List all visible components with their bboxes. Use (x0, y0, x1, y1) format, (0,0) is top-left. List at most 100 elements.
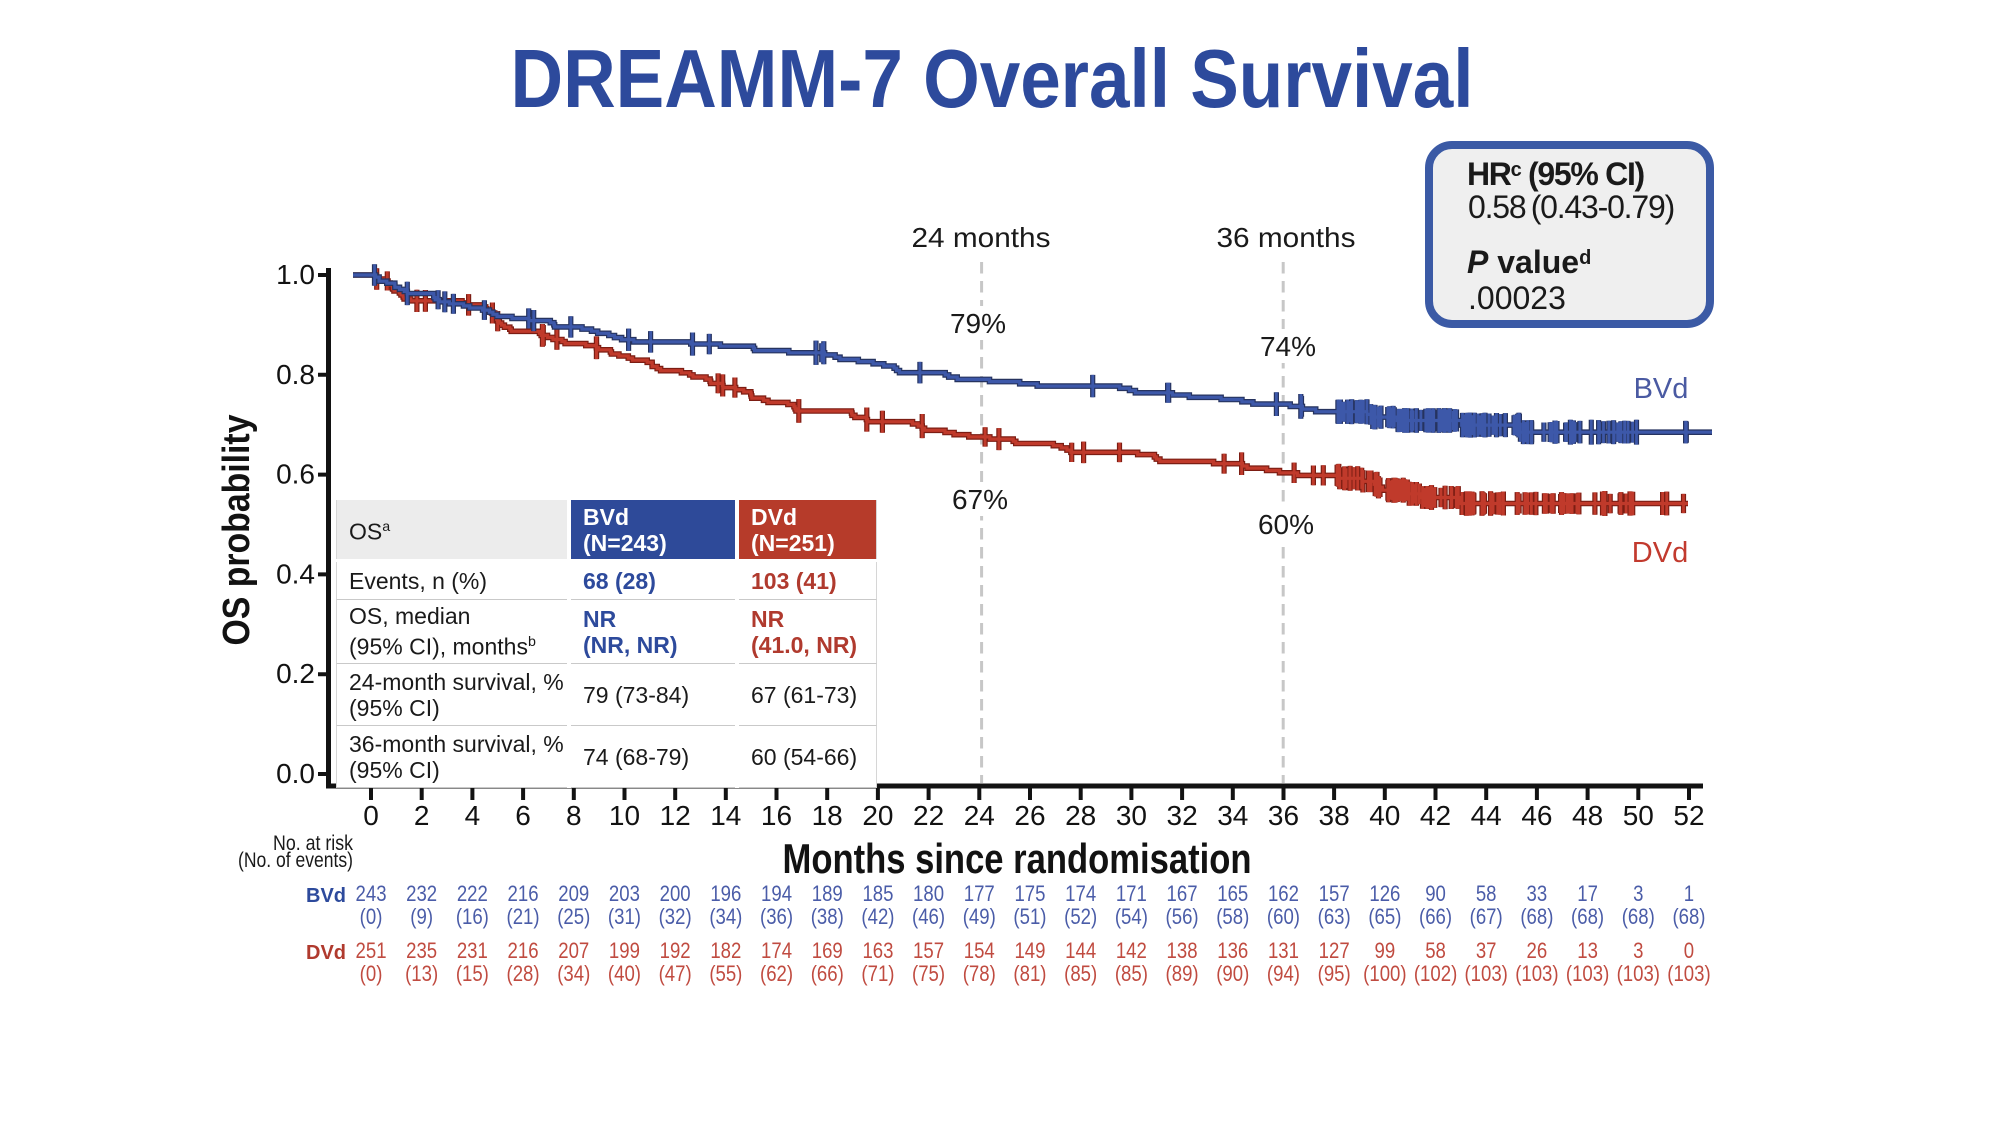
svg-text:79%: 79% (950, 308, 1006, 339)
svg-text:(65): (65) (1368, 906, 1401, 930)
svg-text:99: 99 (1375, 940, 1396, 964)
svg-text:12: 12 (660, 800, 691, 831)
svg-text:(94): (94) (1267, 963, 1300, 987)
svg-text:162: 162 (1268, 883, 1299, 907)
svg-text:26: 26 (1014, 800, 1045, 831)
svg-text:90: 90 (1425, 883, 1446, 907)
svg-text:(95): (95) (1318, 963, 1351, 987)
svg-text:(81): (81) (1013, 963, 1046, 987)
svg-text:(66): (66) (1419, 906, 1452, 930)
svg-text:(103): (103) (1515, 963, 1558, 987)
svg-text:No. at risk: No. at risk (273, 832, 353, 855)
svg-text:243: 243 (356, 883, 387, 907)
svg-text:3: 3 (1633, 883, 1643, 907)
svg-text:28: 28 (1065, 800, 1096, 831)
svg-text:0: 0 (1684, 940, 1694, 964)
svg-text:24: 24 (964, 800, 995, 831)
svg-text:(52): (52) (1064, 906, 1097, 930)
svg-text:2: 2 (414, 800, 430, 831)
svg-text:144: 144 (1065, 940, 1096, 964)
svg-text:HRc (95% CI): HRc (95% CI) (1467, 156, 1645, 192)
svg-text:222: 222 (457, 883, 488, 907)
svg-text:BVd: BVd (306, 885, 346, 907)
svg-text:142: 142 (1116, 940, 1147, 964)
svg-text:(100): (100) (1363, 963, 1406, 987)
svg-text:24 months: 24 months (912, 222, 1051, 253)
svg-text:(102): (102) (1414, 963, 1457, 987)
svg-text:(47): (47) (659, 963, 692, 987)
svg-text:163: 163 (862, 940, 893, 964)
svg-text:(54): (54) (1115, 906, 1148, 930)
svg-text:37: 37 (1476, 940, 1497, 964)
svg-text:(71): (71) (861, 963, 894, 987)
svg-text:(38): (38) (811, 906, 844, 930)
svg-text:(46): (46) (912, 906, 945, 930)
svg-text:67%: 67% (952, 484, 1008, 515)
svg-text:50: 50 (1623, 800, 1654, 831)
svg-text:36: 36 (1268, 800, 1299, 831)
svg-text:0.2: 0.2 (276, 658, 315, 689)
svg-text:174: 174 (761, 940, 792, 964)
svg-text:40: 40 (1369, 800, 1400, 831)
svg-text:34: 34 (1217, 800, 1248, 831)
svg-text:(68): (68) (1571, 906, 1604, 930)
svg-text:157: 157 (913, 940, 944, 964)
svg-text:(103): (103) (1464, 963, 1507, 987)
svg-text:138: 138 (1167, 940, 1198, 964)
svg-text:58: 58 (1425, 940, 1446, 964)
svg-text:33: 33 (1527, 883, 1548, 907)
svg-text:10: 10 (609, 800, 640, 831)
svg-text:BVd: BVd (1634, 373, 1689, 405)
svg-text:P valued: P valued (1467, 244, 1591, 280)
svg-text:169: 169 (812, 940, 843, 964)
svg-text:216: 216 (508, 883, 539, 907)
svg-text:207: 207 (558, 940, 589, 964)
svg-text:127: 127 (1319, 940, 1350, 964)
svg-text:(31): (31) (608, 906, 641, 930)
svg-text:0.58 (0.43-0.79): 0.58 (0.43-0.79) (1468, 189, 1674, 225)
svg-text:(103): (103) (1566, 963, 1609, 987)
svg-text:60%: 60% (1258, 509, 1314, 540)
svg-text:167: 167 (1167, 883, 1198, 907)
svg-text:(0): (0) (360, 963, 383, 987)
svg-text:(9): (9) (410, 906, 433, 930)
svg-text:.00023: .00023 (1468, 280, 1566, 316)
svg-text:175: 175 (1014, 883, 1045, 907)
svg-text:(103): (103) (1617, 963, 1660, 987)
svg-text:DVd: DVd (1632, 537, 1688, 569)
svg-text:(78): (78) (963, 963, 996, 987)
svg-text:(62): (62) (760, 963, 793, 987)
svg-text:0.8: 0.8 (276, 359, 315, 390)
svg-text:209: 209 (558, 883, 589, 907)
svg-text:48: 48 (1572, 800, 1603, 831)
svg-text:131: 131 (1268, 940, 1299, 964)
svg-text:32: 32 (1167, 800, 1198, 831)
svg-text:126: 126 (1369, 883, 1400, 907)
svg-text:(42): (42) (861, 906, 894, 930)
svg-text:(66): (66) (811, 963, 844, 987)
svg-text:6: 6 (515, 800, 531, 831)
svg-text:(89): (89) (1166, 963, 1199, 987)
svg-text:(85): (85) (1115, 963, 1148, 987)
svg-text:157: 157 (1319, 883, 1350, 907)
svg-text:38: 38 (1319, 800, 1350, 831)
svg-text:3: 3 (1633, 940, 1643, 964)
svg-text:216: 216 (508, 940, 539, 964)
svg-text:30: 30 (1116, 800, 1147, 831)
svg-text:(34): (34) (557, 963, 590, 987)
svg-text:(15): (15) (456, 963, 489, 987)
svg-text:235: 235 (406, 940, 437, 964)
svg-text:196: 196 (710, 883, 741, 907)
svg-text:(21): (21) (507, 906, 540, 930)
svg-text:189: 189 (812, 883, 843, 907)
svg-text:149: 149 (1014, 940, 1045, 964)
svg-text:(67): (67) (1470, 906, 1503, 930)
svg-text:58: 58 (1476, 883, 1497, 907)
svg-text:22: 22 (913, 800, 944, 831)
svg-text:(49): (49) (963, 906, 996, 930)
svg-text:26: 26 (1527, 940, 1548, 964)
svg-text:52: 52 (1673, 800, 1704, 831)
svg-text:(28): (28) (507, 963, 540, 987)
svg-text:0: 0 (363, 800, 379, 831)
svg-text:(34): (34) (709, 906, 742, 930)
